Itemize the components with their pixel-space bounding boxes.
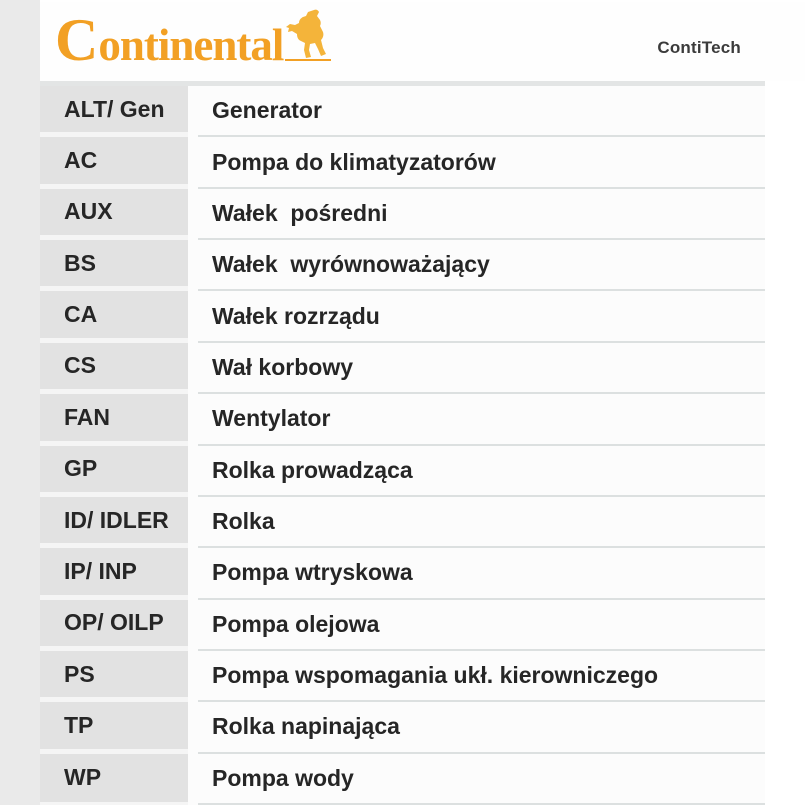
- table-row: FAN Wentylator: [40, 394, 765, 446]
- abbr-cell: FAN: [40, 394, 188, 446]
- column-gap: [188, 86, 198, 138]
- logo-letter-c: C: [55, 7, 99, 73]
- table-row: WP Pompa wody: [40, 753, 765, 805]
- logo-wordmark: ontinental: [98, 20, 284, 70]
- page-left-margin: [0, 0, 40, 805]
- rearing-horse-icon: [267, 8, 332, 64]
- desc-cell: Pompa wody: [198, 753, 765, 805]
- column-gap: [188, 240, 198, 292]
- desc-cell: Wałek pośredni: [198, 188, 765, 241]
- abbr-cell: AC: [40, 137, 188, 189]
- table-row: AC Pompa do klimatyzatorów: [40, 137, 765, 189]
- table-row: AUX Wałek pośredni: [40, 188, 765, 241]
- abbr-cell: BS: [40, 240, 188, 292]
- abbr-cell: CA: [40, 291, 188, 343]
- abbr-cell: WP: [40, 753, 188, 805]
- legend-table: ALT/ Gen Generator AC Pompa do klimatyza…: [40, 86, 765, 805]
- desc-cell: Wentylator: [198, 394, 765, 446]
- abbr-cell: ALT/ Gen: [40, 86, 188, 138]
- column-gap: [188, 137, 198, 189]
- desc-cell: Pompa do klimatyzatorów: [198, 137, 765, 189]
- desc-cell: Pompa wspomagania ukł. kierowniczego: [198, 650, 765, 703]
- column-gap: [188, 496, 198, 549]
- abbr-cell: ID/ IDLER: [40, 496, 188, 549]
- column-gap: [188, 650, 198, 703]
- desc-cell: Generator: [198, 86, 765, 138]
- column-gap: [188, 394, 198, 446]
- column-gap: [188, 445, 198, 497]
- abbr-cell: PS: [40, 650, 188, 703]
- column-gap: [188, 188, 198, 241]
- table-row: TP Rolka napinająca: [40, 702, 765, 754]
- column-gap: [188, 702, 198, 754]
- abbr-cell: TP: [40, 702, 188, 754]
- abbr-cell: IP/ INP: [40, 548, 188, 600]
- table-row: PS Pompa wspomagania ukł. kierowniczego: [40, 650, 765, 703]
- table-row: OP/ OILP Pompa olejowa: [40, 599, 765, 651]
- column-gap: [188, 548, 198, 600]
- desc-cell: Pompa wtryskowa: [198, 548, 765, 600]
- table-row: BS Wałek wyrównoważający: [40, 240, 765, 292]
- column-gap: [188, 599, 198, 651]
- abbr-cell: AUX: [40, 188, 188, 241]
- table-row: CS Wał korbowy: [40, 342, 765, 395]
- desc-cell: Wałek wyrównoważający: [198, 240, 765, 292]
- column-gap: [188, 291, 198, 343]
- continental-logo: Continental: [55, 4, 332, 74]
- table-row: GP Rolka prowadząca: [40, 445, 765, 497]
- desc-cell: Wał korbowy: [198, 342, 765, 395]
- contitech-logo: ContiTech: [657, 38, 741, 57]
- table-row: ID/ IDLER Rolka: [40, 496, 765, 549]
- table-row: IP/ INP Pompa wtryskowa: [40, 548, 765, 600]
- table-row: ALT/ Gen Generator: [40, 86, 765, 138]
- desc-cell: Rolka napinająca: [198, 702, 765, 754]
- abbr-cell: CS: [40, 342, 188, 395]
- header-divider: [40, 81, 765, 86]
- desc-cell: Wałek rozrządu: [198, 291, 765, 343]
- abbr-cell: GP: [40, 445, 188, 497]
- column-gap: [188, 753, 198, 805]
- desc-cell: Rolka: [198, 496, 765, 549]
- column-gap: [188, 342, 198, 395]
- desc-cell: Rolka prowadząca: [198, 445, 765, 497]
- desc-cell: Pompa olejowa: [198, 599, 765, 651]
- header: Continental ContiTech: [40, 2, 805, 81]
- table-row: CA Wałek rozrządu: [40, 291, 765, 343]
- abbr-cell: OP/ OILP: [40, 599, 188, 651]
